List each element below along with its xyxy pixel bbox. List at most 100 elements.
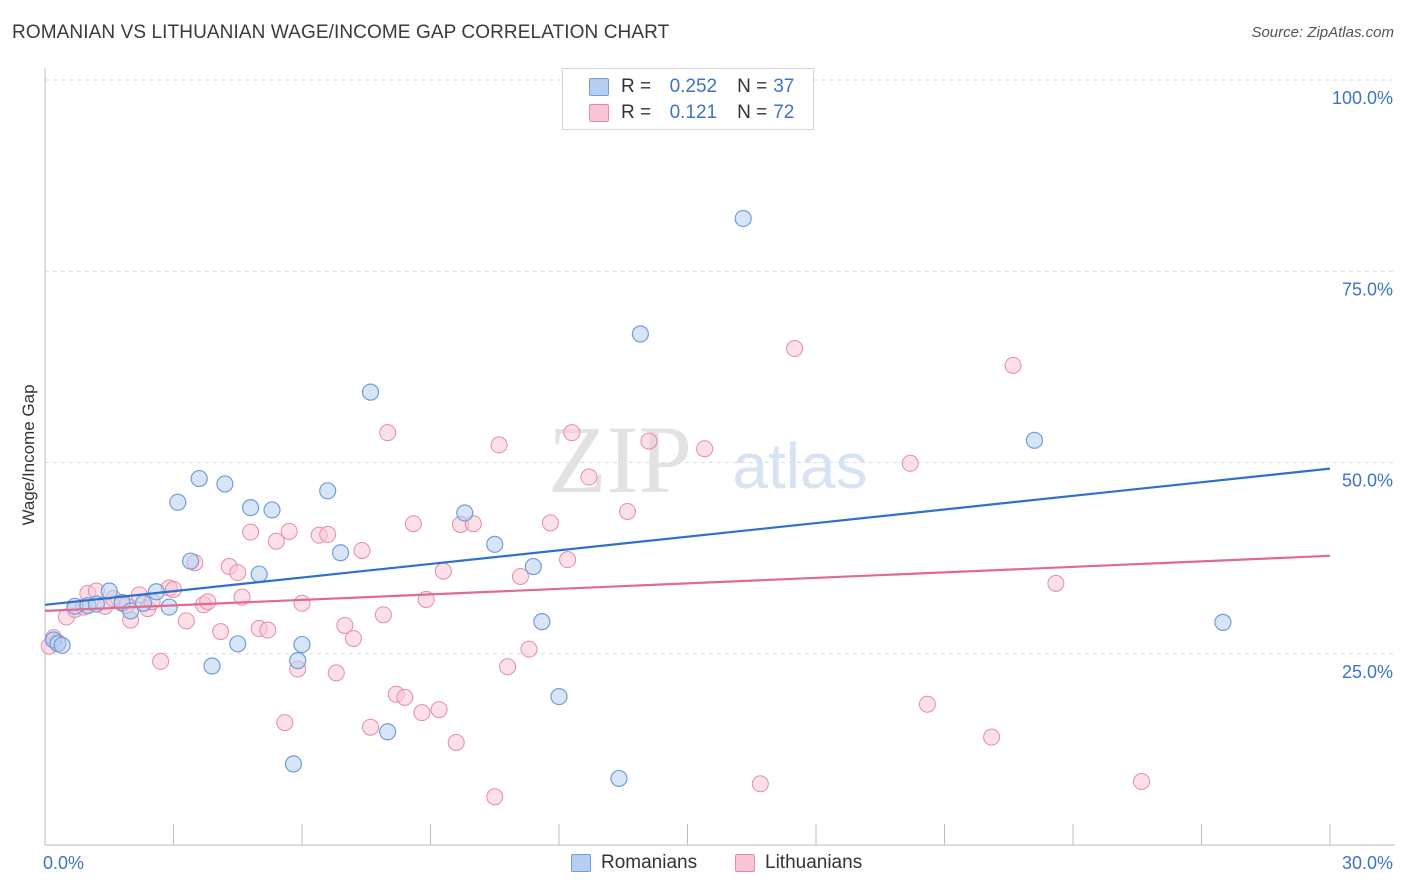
- lithuanian-point: [447, 733, 465, 751]
- lithuanian-point: [511, 567, 529, 585]
- lithuanian-point: [242, 523, 260, 541]
- lithuanian-point: [541, 514, 559, 532]
- legend-swatch-blue: [589, 78, 609, 96]
- romanian-point: [182, 552, 200, 570]
- lithuanian-point: [1004, 356, 1022, 374]
- lithuanian-point: [229, 564, 247, 582]
- lithuanian-point: [918, 695, 936, 713]
- zipatlas-watermark: ZIP atlas: [548, 406, 868, 513]
- romanian-point: [250, 565, 268, 583]
- lithuanian-point: [233, 588, 251, 606]
- x-tick-label: 30.0%: [1342, 853, 1393, 873]
- romanian-point: [242, 499, 260, 517]
- lithuanian-point: [486, 788, 504, 806]
- romanian-point: [289, 652, 307, 670]
- legend-row-lithuanians: R = 0.121 N = 72: [563, 100, 794, 126]
- lithuanian-point: [430, 701, 448, 719]
- lithuanian-point: [413, 704, 431, 722]
- lithuanian-point: [396, 688, 414, 706]
- romanian-point: [379, 723, 397, 741]
- lithuanian-point: [177, 612, 195, 630]
- chart-title: ROMANIAN VS LITHUANIAN WAGE/INCOME GAP C…: [12, 22, 670, 43]
- axes: [44, 68, 1395, 846]
- lithuanian-point: [374, 606, 392, 624]
- r-label: R =: [621, 76, 652, 97]
- r-value: 0.121: [669, 102, 718, 123]
- lithuanian-point: [344, 629, 362, 647]
- romanian-point: [331, 544, 350, 562]
- lithuanian-point: [619, 502, 637, 520]
- lithuanian-point: [786, 340, 804, 358]
- lithuanian-point: [499, 658, 517, 676]
- legend-swatch-pink: [589, 104, 609, 122]
- romanian-point: [631, 325, 649, 343]
- lithuanian-trend-line: [44, 554, 1331, 613]
- legend-row-romanians: R = 0.252 N = 37: [563, 74, 794, 100]
- lithuanian-point: [901, 454, 919, 472]
- lithuanian-point: [640, 432, 658, 450]
- legend-item-lithuanians[interactable]: Lithuanians: [735, 852, 862, 874]
- lithuanian-point: [280, 522, 298, 540]
- n-label: N =: [737, 76, 768, 97]
- lithuanian-point: [751, 775, 769, 793]
- lithuanian-point: [319, 525, 337, 543]
- n-value: 72: [773, 102, 795, 123]
- y-tick-label: 50.0%: [1342, 471, 1393, 491]
- romanian-trend-line: [44, 467, 1331, 606]
- y-axis-label: Wage/Income Gap: [19, 384, 38, 525]
- r-label: R =: [621, 102, 652, 123]
- romanian-point: [134, 594, 153, 612]
- romanian-point: [361, 383, 380, 401]
- lithuanian-point: [1047, 574, 1065, 592]
- romanian-point: [284, 755, 303, 773]
- romanian-point: [550, 687, 568, 706]
- romanian-point: [229, 635, 247, 653]
- lithuanian-point: [1133, 773, 1151, 791]
- lithuanian-point: [404, 515, 422, 533]
- legend-item-romanians[interactable]: Romanians: [571, 852, 697, 874]
- y-tick-label: 75.0%: [1342, 279, 1393, 299]
- romanian-point: [169, 493, 187, 511]
- lithuanian-point: [379, 424, 397, 442]
- romanian-point: [456, 504, 474, 522]
- y-tick-label: 25.0%: [1342, 662, 1393, 682]
- lithuanian-point: [983, 728, 1001, 746]
- lithuanian-point: [212, 623, 230, 641]
- lithuanian-point: [293, 594, 311, 612]
- n-label: N =: [737, 102, 768, 123]
- lithuanian-point: [199, 593, 217, 611]
- lithuanian-point: [490, 436, 508, 454]
- legend-swatch-pink: [735, 854, 755, 872]
- romanian-point: [190, 469, 208, 488]
- correlation-legend: R = 0.252 N = 37 R = 0.121 N = 72: [562, 68, 814, 130]
- lithuanian-point: [520, 640, 538, 658]
- lithuanian-point: [336, 616, 354, 634]
- lithuanian-point: [563, 424, 581, 442]
- romanian-point: [203, 657, 221, 675]
- romanian-point: [293, 635, 311, 654]
- romanian-point: [319, 482, 337, 500]
- romanian-point: [734, 209, 752, 228]
- romanian-point: [533, 613, 551, 631]
- tick-labels: 25.0% 50.0% 75.0% 100.0% 0.0% 30.0%: [43, 88, 1393, 873]
- romanian-point: [216, 475, 234, 493]
- lithuanian-point: [696, 440, 714, 458]
- romanian-point: [1025, 431, 1044, 449]
- source-label: Source: ZipAtlas.com: [1251, 24, 1394, 41]
- lithuanian-point: [434, 562, 452, 580]
- lithuanian-point: [580, 468, 598, 486]
- watermark-zip: ZIP: [548, 406, 692, 513]
- y-tick-label: 100.0%: [1332, 88, 1393, 108]
- lithuanian-point: [276, 714, 294, 732]
- r-value: 0.252: [669, 76, 718, 97]
- lithuanian-point: [267, 532, 285, 550]
- lithuanian-point: [259, 621, 277, 639]
- legend-label-lithuanians: Lithuanians: [765, 852, 863, 873]
- romanian-point: [160, 598, 178, 616]
- romanian-point: [524, 557, 542, 576]
- lithuanian-point: [152, 652, 170, 670]
- romanian-point: [610, 769, 628, 788]
- lithuanian-point: [353, 541, 371, 559]
- watermark-atlas: atlas: [732, 430, 867, 502]
